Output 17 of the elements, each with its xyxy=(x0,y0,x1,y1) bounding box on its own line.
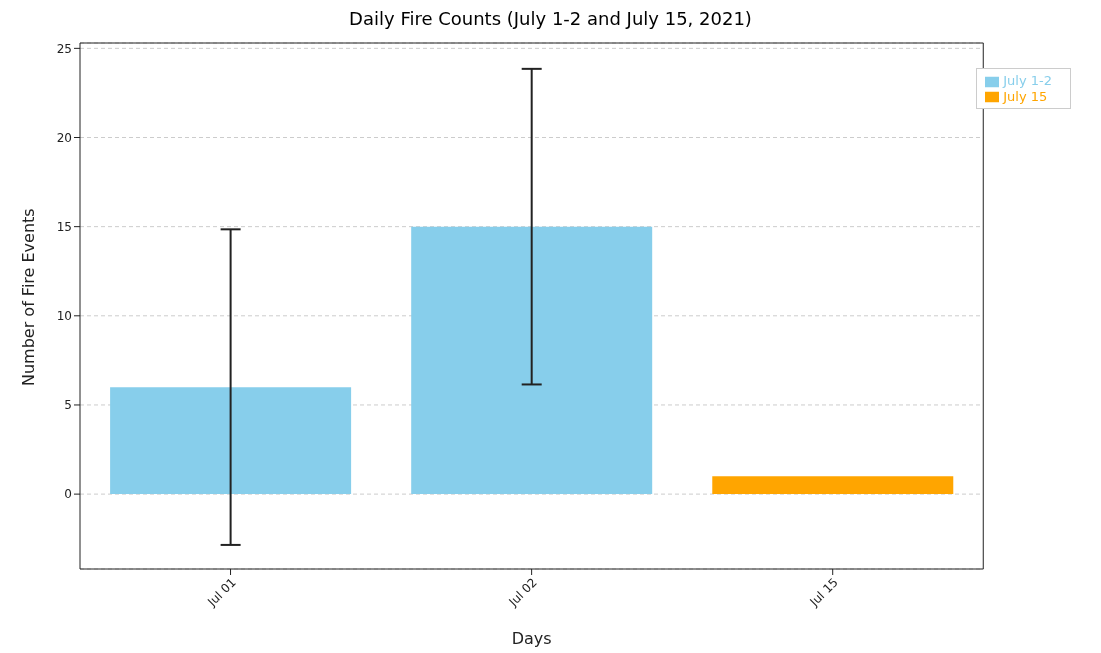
bar xyxy=(411,226,653,495)
y-tick-label: 20 xyxy=(56,130,72,145)
y-tick-label: 5 xyxy=(64,398,72,413)
legend-label: July 15 xyxy=(1003,88,1048,104)
bar xyxy=(110,387,352,495)
y-tick-label: 0 xyxy=(64,487,72,502)
x-tick-label: Jul 15 xyxy=(806,575,841,610)
legend-label: July 1-2 xyxy=(1003,73,1052,88)
y-tick-label: 10 xyxy=(56,309,72,324)
y-tick-label: 15 xyxy=(56,219,72,234)
y-axis-title: Number of Fire Events xyxy=(18,208,38,386)
chart-title: Daily Fire Counts (July 1-2 and July 15, 2021) xyxy=(348,8,753,31)
x-tick-label: Jul 02 xyxy=(505,575,540,610)
bar xyxy=(712,476,954,495)
x-tick-label: Jul 01 xyxy=(204,575,239,610)
x-axis-title: Days xyxy=(511,629,552,648)
y-tick-label: 25 xyxy=(56,41,72,56)
